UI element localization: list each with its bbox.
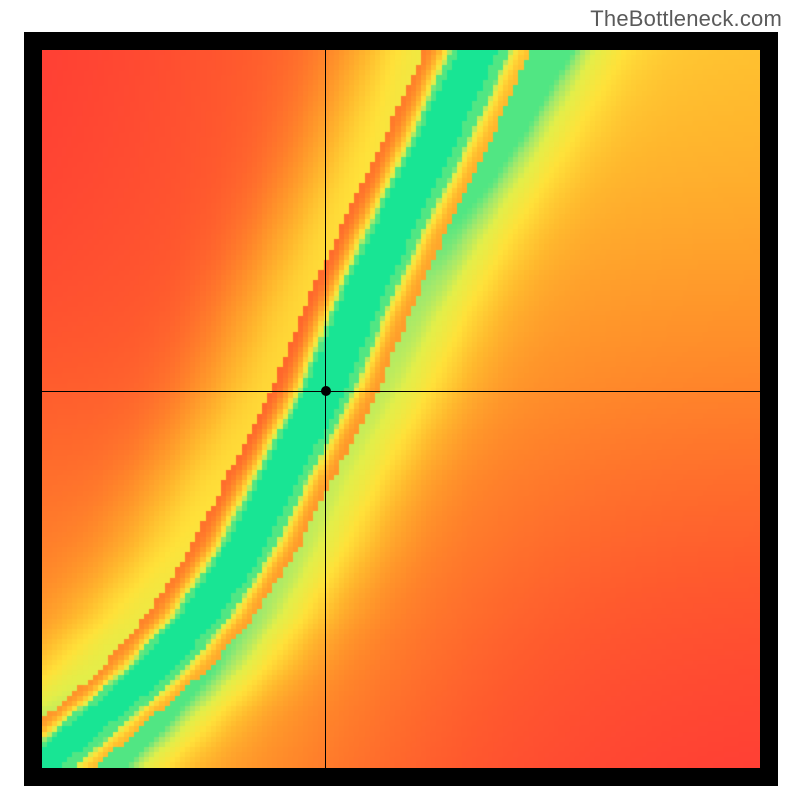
crosshair-horizontal xyxy=(42,391,760,392)
watermark-label: TheBottleneck.com xyxy=(590,6,782,32)
crosshair-marker xyxy=(321,386,331,396)
heatmap-canvas xyxy=(42,50,760,768)
crosshair-vertical xyxy=(325,50,326,768)
chart-container: TheBottleneck.com xyxy=(0,0,800,800)
